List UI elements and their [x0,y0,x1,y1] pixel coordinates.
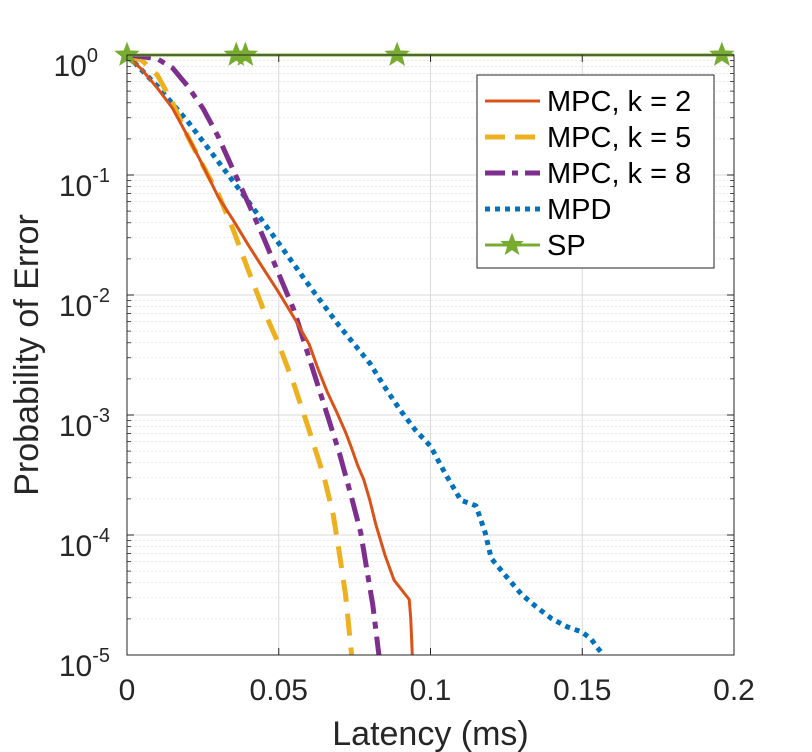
data-point-marker [232,41,259,66]
legend-label: MPC, k = 5 [547,122,691,154]
y-tick-label: 10-1 [59,165,110,203]
data-point-marker [384,41,410,66]
legend-label: MPD [547,194,611,226]
series-line-mpc-k-8 [126,52,382,655]
y-axis-label: Probability of Error [8,214,46,496]
legend: MPC, k = 2 MPC, k = 5 MPC, k = 8 MPD SP [476,74,715,269]
series-line-mpc-k-5 [126,52,355,655]
x-tick-label: 0.05 [250,674,308,707]
x-tick-label: 0.2 [713,674,755,707]
x-tick-label: 0 [119,674,136,707]
legend-label: MPC, k = 8 [547,158,691,190]
y-tick-label: 10-3 [59,405,110,443]
tick-marks [126,54,735,656]
y-tick-label: 10-4 [59,525,110,563]
data-point-marker [500,232,524,256]
x-axis-label: Latency (ms) [332,715,529,752]
legend-samples [485,99,540,256]
x-tick-label: 0.1 [410,674,452,707]
y-tick-label: 10-5 [59,645,110,683]
legend-label: MPC, k = 2 [547,86,691,118]
legend-label: SP [547,230,586,262]
data-point-marker [709,41,735,66]
y-tick-label: 100 [54,45,99,83]
x-tick-label: 0.15 [553,674,611,707]
y-tick-label: 10-2 [59,285,110,323]
series-line-mpc-k-2 [125,53,414,655]
